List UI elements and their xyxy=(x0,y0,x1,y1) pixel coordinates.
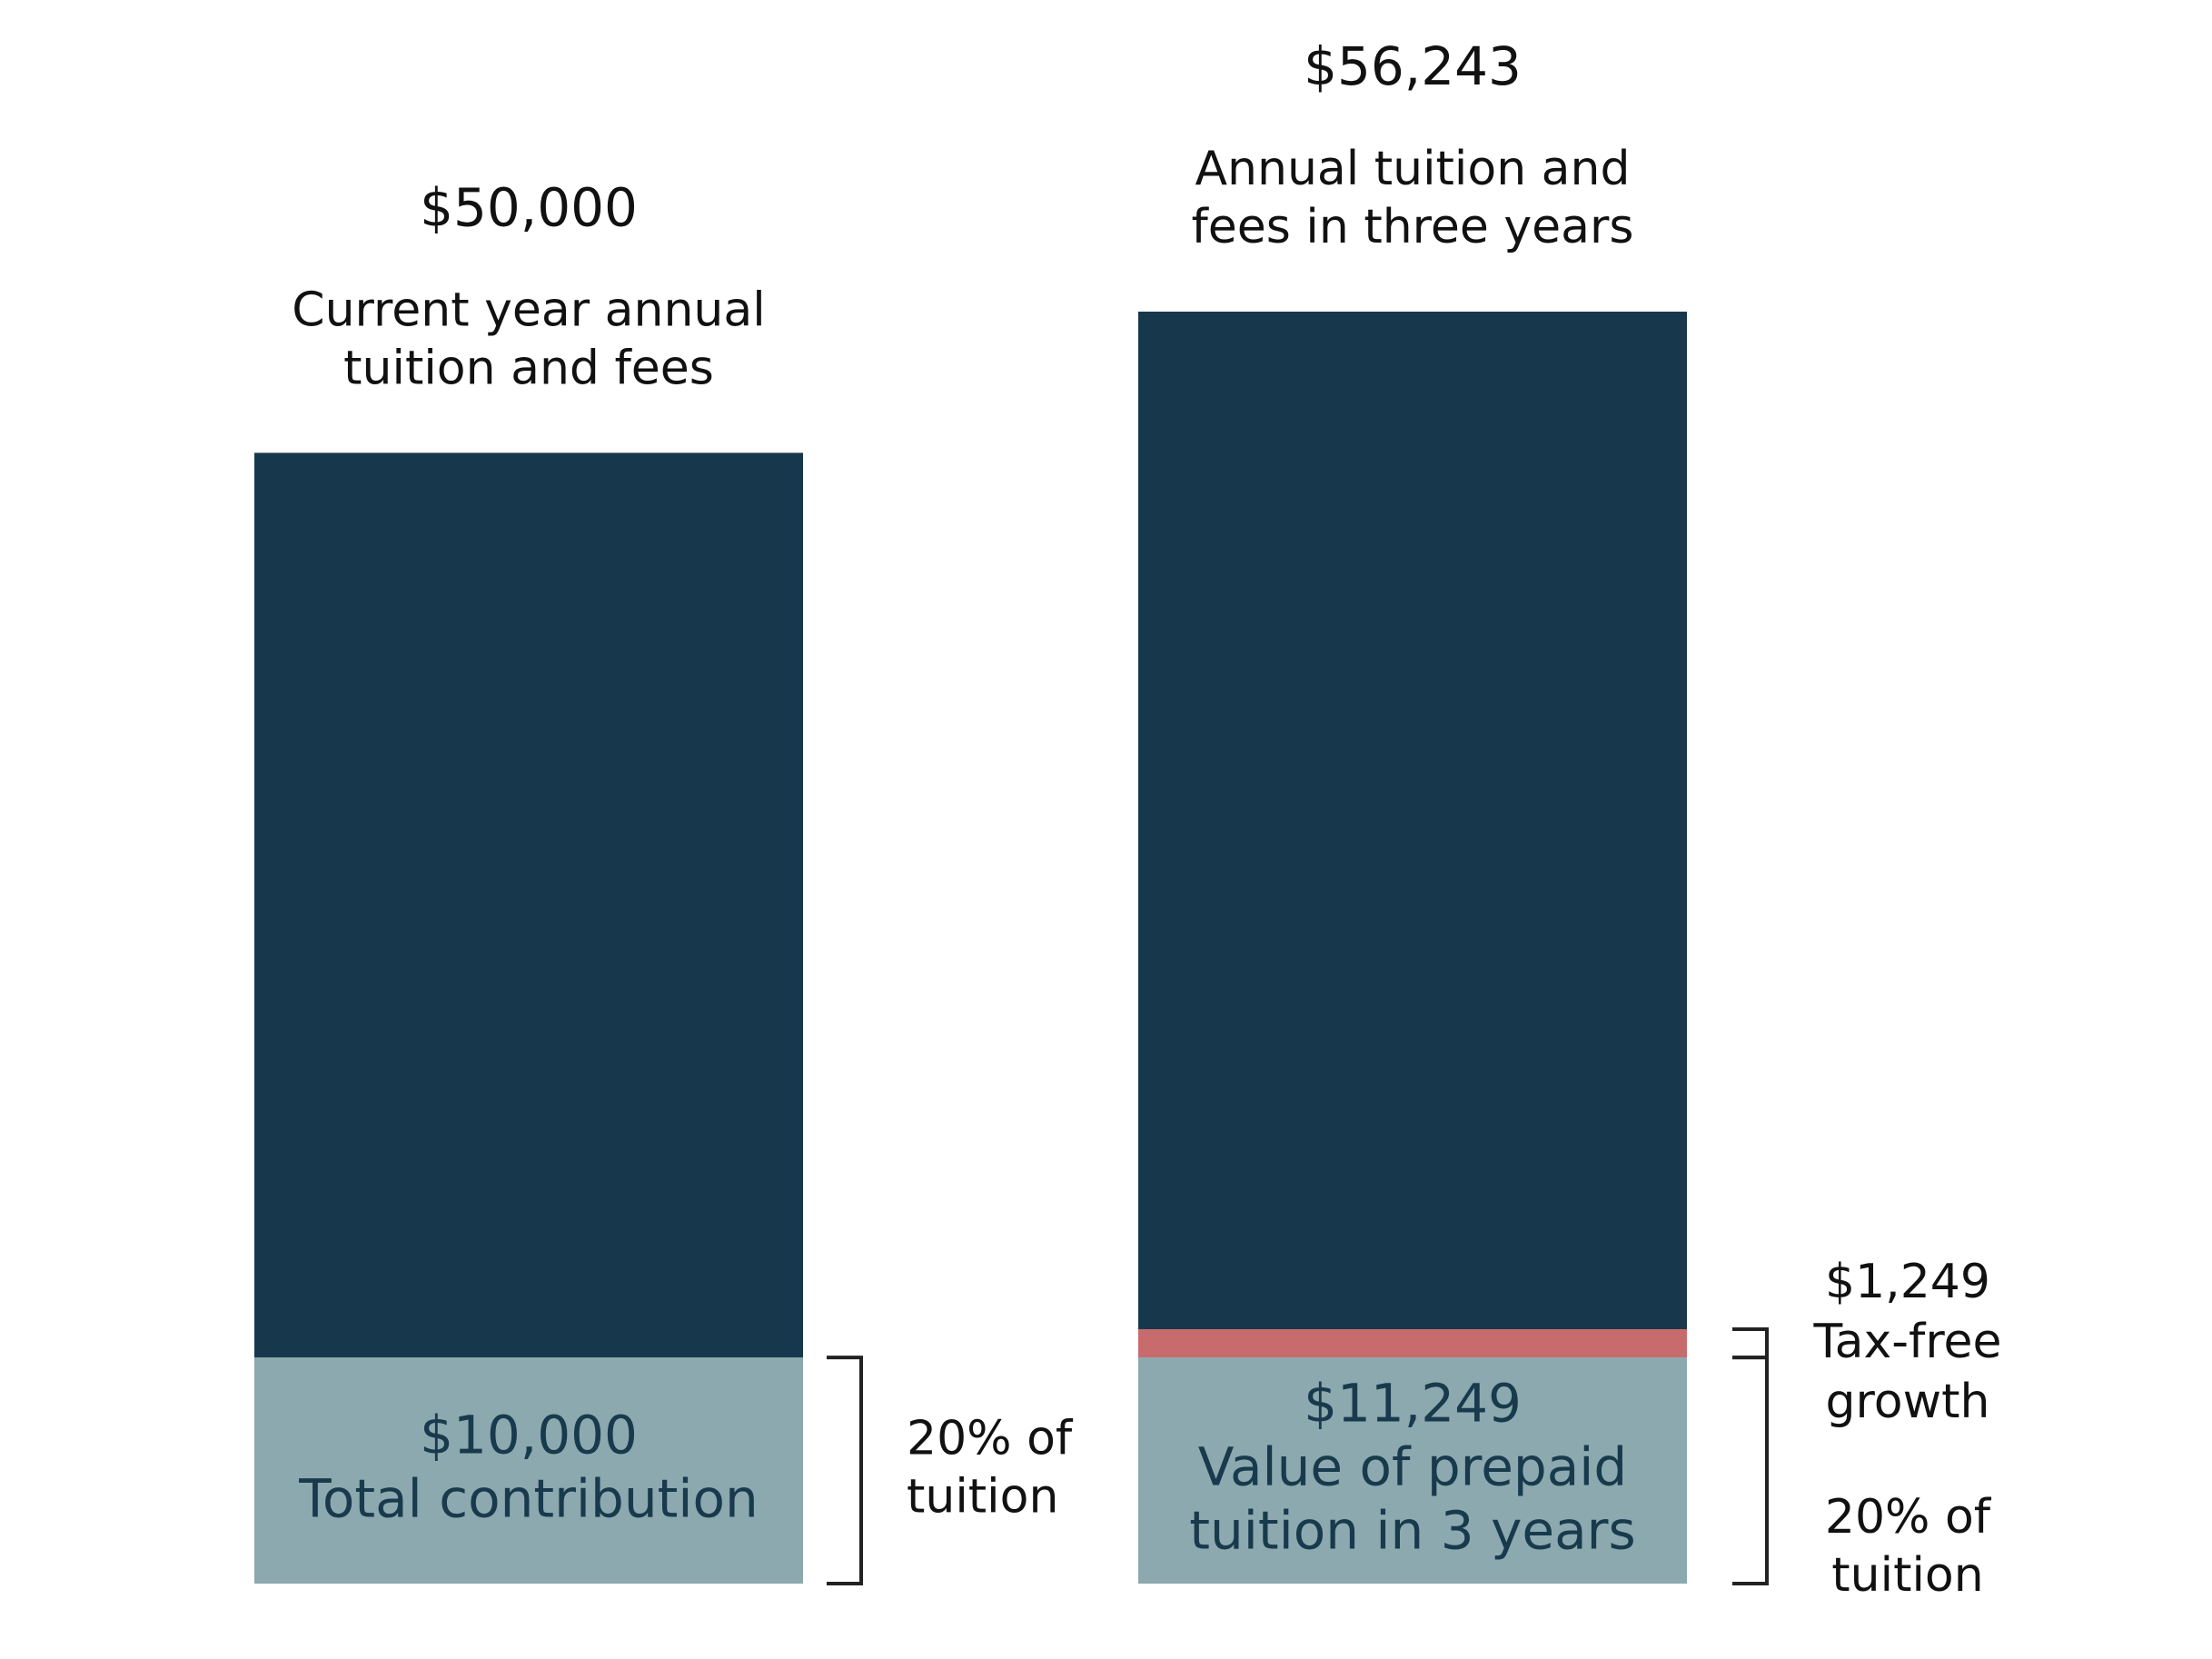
bar-1-growth-bracket xyxy=(1732,1326,1769,1360)
bar-1-segment-label-0: $11,249 xyxy=(1304,1373,1522,1435)
bar-0-segment-label-0: $10,000 xyxy=(420,1405,638,1466)
bar-0-caption-line-1: tuition and fees xyxy=(343,341,714,395)
bar-1-segment-prepaid_value xyxy=(1138,1357,1687,1584)
bar-1-side-annotation-line-1: tuition xyxy=(1831,1548,1983,1603)
bar-0-segment-remaining xyxy=(254,452,803,1358)
bar-1-side-annotation-line-0: 20% of xyxy=(1825,1490,1992,1545)
bar-1-growth-annotation-line-1: Tax-free xyxy=(1812,1315,2001,1369)
bar-0-side-annotation-line-1: tuition xyxy=(907,1470,1058,1525)
bar-1-segment-remaining xyxy=(1138,312,1687,1329)
bar-1-contribution-bracket xyxy=(1732,1356,1769,1585)
bar-1-segment-label-2: tuition in 3 years xyxy=(1189,1500,1635,1562)
bar-1-growth-annotation-line-0: $1,249 xyxy=(1825,1255,1990,1309)
bar-0-contribution-bracket xyxy=(827,1356,863,1585)
bar-1-caption-line-1: fees in three years xyxy=(1191,200,1633,254)
bar-1-segment-tax_free_growth xyxy=(1138,1328,1687,1358)
bar-0-total-label: $50,000 xyxy=(420,177,638,239)
bar-1-growth-annotation-line-2: growth xyxy=(1826,1375,1990,1429)
bar-0-segment-contribution xyxy=(254,1357,803,1584)
bar-0-side-annotation-line-0: 20% of xyxy=(907,1412,1074,1466)
bar-0-segment-label-1: Total contribution xyxy=(298,1468,758,1530)
bar-1-total-label: $56,243 xyxy=(1304,35,1522,97)
bar-1-segment-label-1: Value of prepaid xyxy=(1198,1436,1627,1498)
bar-1-caption-line-0: Annual tuition and xyxy=(1195,142,1630,196)
bar-0-caption-line-0: Current year annual xyxy=(292,283,765,337)
